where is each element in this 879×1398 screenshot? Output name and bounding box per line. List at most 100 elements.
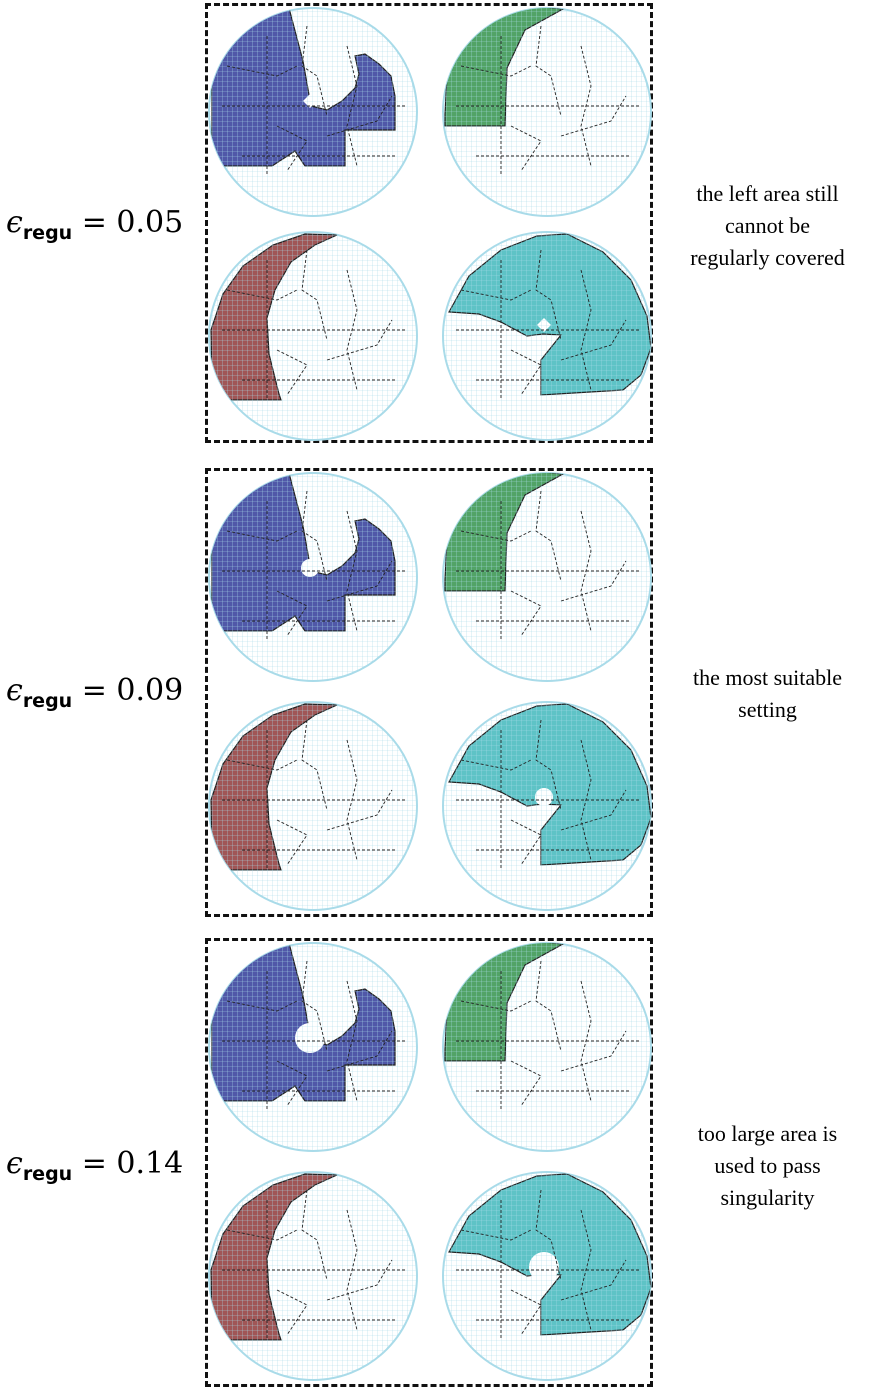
partition-boundary bbox=[560, 560, 627, 602]
epsilon-subscript: regu bbox=[22, 690, 73, 712]
note-line: used to pass bbox=[714, 1153, 821, 1178]
row-eps-014: ϵregu = 0.14 too large area is used to p… bbox=[0, 938, 879, 1398]
partition-boundary bbox=[580, 980, 592, 1102]
partition-boundary bbox=[460, 759, 532, 771]
partition-boundary bbox=[326, 1259, 393, 1301]
partition-boundary bbox=[580, 269, 592, 391]
partition-boundary bbox=[535, 490, 562, 582]
row-eps-009: ϵregu = 0.09 the most suitable setting bbox=[0, 468, 879, 928]
annotation-note: too large area is used to pass singulari… bbox=[665, 1118, 870, 1214]
panel-red bbox=[208, 701, 418, 911]
partition-boundary bbox=[301, 960, 328, 1052]
partition-boundary bbox=[301, 25, 328, 117]
epsilon-subscript: regu bbox=[22, 1163, 73, 1185]
partition-boundary bbox=[326, 95, 393, 137]
partition-boundary bbox=[510, 349, 542, 396]
epsilon-value: 0.14 bbox=[116, 1146, 184, 1181]
panel-red bbox=[208, 1171, 418, 1381]
partition-boundary bbox=[276, 125, 308, 172]
dashed-frame bbox=[205, 468, 653, 917]
note-line: too large area is bbox=[697, 1121, 838, 1146]
note-line: regularly covered bbox=[690, 245, 845, 270]
partition-boundary bbox=[346, 45, 358, 167]
partition-boundary bbox=[535, 25, 562, 117]
panel-blue bbox=[208, 7, 418, 217]
annotation-note: the most suitable setting bbox=[665, 662, 870, 726]
partition-boundary bbox=[226, 530, 298, 542]
dashed-frame bbox=[205, 3, 653, 443]
partition-boundary bbox=[580, 510, 592, 632]
partition-boundary bbox=[276, 819, 308, 866]
partition-boundary bbox=[580, 45, 592, 167]
partition-boundary bbox=[326, 560, 393, 602]
partition-boundary bbox=[276, 1060, 308, 1107]
epsilon-subscript: regu bbox=[22, 222, 73, 244]
partition-boundary bbox=[560, 1030, 627, 1072]
note-line: the left area still bbox=[696, 181, 839, 206]
partition-boundary bbox=[510, 125, 542, 172]
epsilon-label: ϵregu = 0.09 bbox=[6, 673, 183, 712]
partition-boundary bbox=[346, 269, 358, 391]
partition-boundary bbox=[276, 590, 308, 637]
partition-boundary bbox=[560, 789, 627, 831]
epsilon-label: ϵregu = 0.05 bbox=[6, 205, 183, 244]
partition-boundary bbox=[460, 530, 532, 542]
partition-boundary bbox=[346, 739, 358, 861]
partition-boundary bbox=[580, 1209, 592, 1331]
partition-boundary bbox=[510, 819, 542, 866]
epsilon-symbol: ϵ bbox=[6, 673, 23, 708]
panel-blue bbox=[208, 942, 418, 1152]
panel-blue bbox=[208, 472, 418, 682]
partition-boundary bbox=[535, 960, 562, 1052]
epsilon-symbol: ϵ bbox=[6, 205, 23, 240]
partition-boundary bbox=[326, 1030, 393, 1072]
partition-boundary bbox=[226, 759, 298, 771]
partition-boundary bbox=[346, 980, 358, 1102]
partition-boundary bbox=[226, 65, 298, 77]
partition-boundary bbox=[301, 490, 328, 582]
row-eps-005: ϵregu = 0.05 the left area still cannot … bbox=[0, 0, 879, 460]
panel-red bbox=[208, 231, 418, 441]
partition-boundary bbox=[560, 1259, 627, 1301]
equals-sign: = bbox=[72, 673, 117, 708]
panel-green bbox=[442, 7, 652, 217]
partition-boundary bbox=[535, 249, 562, 341]
partition-boundary bbox=[460, 289, 532, 301]
partition-boundary bbox=[301, 1189, 328, 1281]
partition-boundary bbox=[326, 319, 393, 361]
partition-boundary bbox=[460, 1000, 532, 1012]
epsilon-value: 0.05 bbox=[116, 205, 184, 240]
partition-boundary bbox=[346, 510, 358, 632]
partition-boundary bbox=[560, 319, 627, 361]
partition-boundary bbox=[460, 65, 532, 77]
note-line: setting bbox=[738, 697, 797, 722]
panel-cyan bbox=[442, 231, 652, 441]
partition-boundary bbox=[301, 719, 328, 811]
partition-boundary bbox=[226, 289, 298, 301]
equals-sign: = bbox=[72, 205, 117, 240]
partition-boundary bbox=[580, 739, 592, 861]
partition-boundary bbox=[510, 590, 542, 637]
epsilon-symbol: ϵ bbox=[6, 1146, 23, 1181]
equals-sign: = bbox=[72, 1146, 117, 1181]
dashed-frame bbox=[205, 938, 653, 1387]
panel-cyan bbox=[442, 701, 652, 911]
note-line: the most suitable bbox=[692, 665, 843, 690]
panel-green bbox=[442, 472, 652, 682]
partition-boundary bbox=[560, 95, 627, 137]
partition-boundary bbox=[276, 349, 308, 396]
note-line: cannot be bbox=[725, 213, 810, 238]
partition-boundary bbox=[510, 1289, 542, 1336]
partition-boundary bbox=[535, 1189, 562, 1281]
partition-boundary bbox=[346, 1209, 358, 1331]
partition-boundary bbox=[276, 1289, 308, 1336]
epsilon-value: 0.09 bbox=[116, 673, 184, 708]
partition-boundary bbox=[460, 1229, 532, 1241]
annotation-note: the left area still cannot be regularly … bbox=[665, 178, 870, 274]
partition-boundary bbox=[326, 789, 393, 831]
partition-boundary bbox=[226, 1229, 298, 1241]
partition-boundary bbox=[301, 249, 328, 341]
note-line: singularity bbox=[720, 1185, 815, 1210]
partition-boundary bbox=[226, 1000, 298, 1012]
panel-cyan bbox=[442, 1171, 652, 1381]
